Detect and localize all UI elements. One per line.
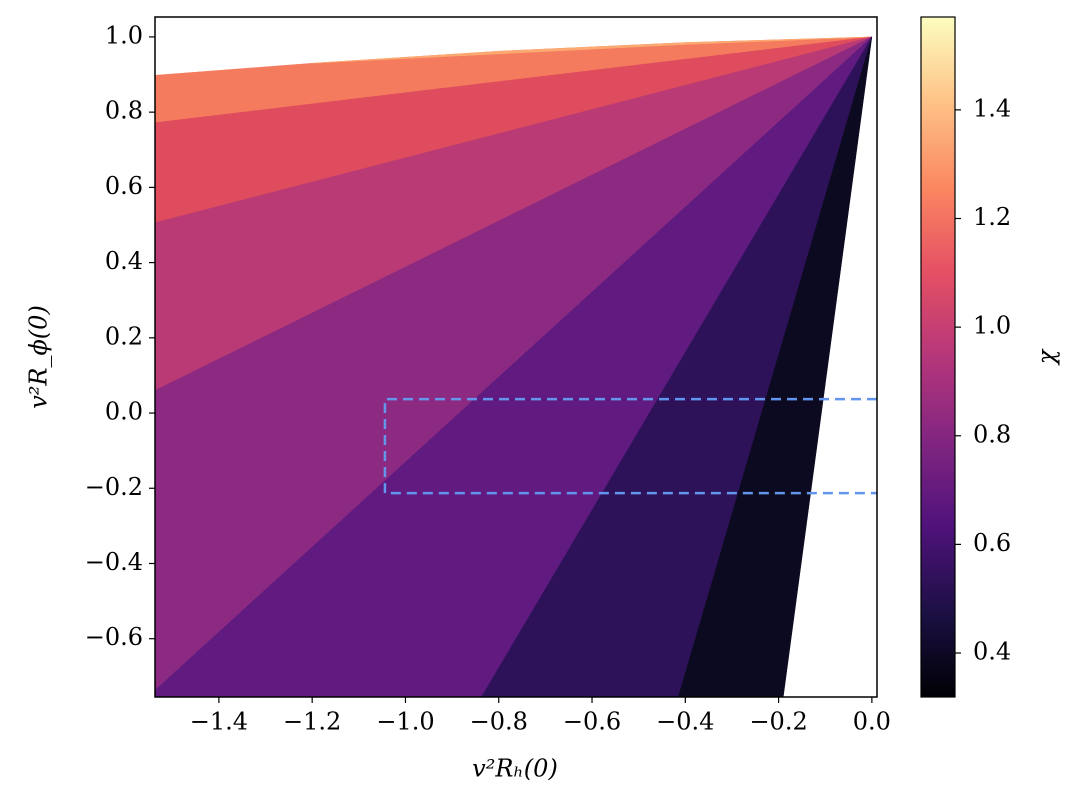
axes-frame	[154, 16, 878, 698]
colorbar-tick-label: 0.6	[973, 529, 1011, 557]
colorbar-label: χ	[1033, 348, 1061, 366]
colorbar	[920, 16, 956, 698]
y-tick-label: 0.0	[105, 398, 143, 426]
colorbar-tick-label: 1.4	[973, 94, 1011, 122]
y-axis-label: v²R_ϕ(0)	[25, 305, 53, 409]
x-tick-label: 0.0	[853, 708, 891, 736]
y-tick-label: 0.6	[105, 172, 143, 200]
highlight-box	[383, 397, 877, 495]
x-tick-label: −1.4	[190, 708, 248, 736]
colorbar-tick-label: 1.0	[973, 312, 1011, 340]
colorbar-tick-label: 1.2	[973, 203, 1011, 231]
x-tick-label: −0.4	[656, 708, 714, 736]
x-tick-label: −1.0	[376, 708, 434, 736]
x-tick-label: −0.2	[749, 708, 807, 736]
plot-area	[155, 36, 877, 697]
y-tick-label: 0.8	[105, 97, 143, 125]
y-tick-label: −0.2	[85, 473, 143, 501]
x-axis-label: v²Rₕ(0)	[472, 755, 558, 783]
y-tick-label: 0.4	[105, 247, 143, 275]
x-tick-label: −0.8	[470, 708, 528, 736]
x-tick-label: −0.6	[563, 708, 621, 736]
contour-band	[312, 36, 872, 64]
y-tick-label: 0.2	[105, 322, 143, 350]
colorbar-tick-label: 0.8	[973, 420, 1011, 448]
y-tick-label: −0.6	[85, 623, 143, 651]
colorbar-tick-label: 0.4	[973, 638, 1011, 666]
x-tick-label: −1.2	[283, 708, 341, 736]
contour-band	[678, 36, 873, 697]
y-tick-label: 1.0	[105, 21, 143, 49]
y-tick-label: −0.4	[85, 548, 143, 576]
